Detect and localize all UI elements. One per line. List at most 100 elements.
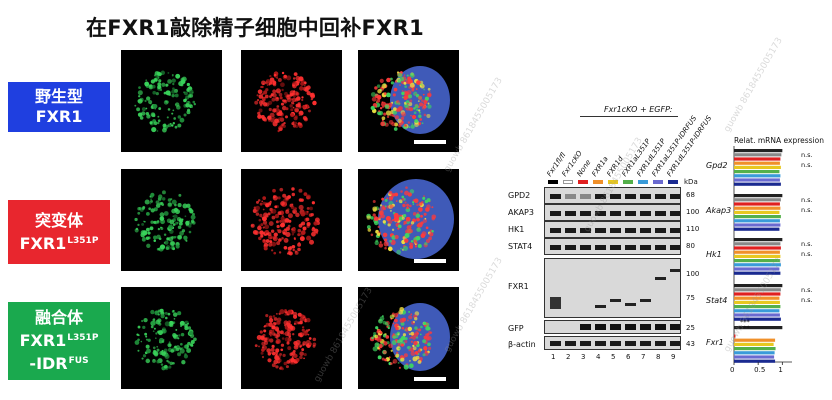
scale-bar bbox=[414, 259, 446, 263]
ns-annotation: n.s. bbox=[801, 206, 813, 214]
micro-panel-merge bbox=[358, 169, 459, 271]
mrna-bar bbox=[734, 313, 780, 317]
blot-strip bbox=[544, 320, 681, 334]
mrna-bar bbox=[734, 182, 781, 186]
mrna-bar bbox=[734, 334, 736, 338]
blot-band bbox=[565, 227, 576, 233]
blot-band bbox=[565, 193, 576, 199]
blot-band bbox=[550, 244, 561, 250]
lane-number: 8 bbox=[656, 353, 661, 361]
kda-marker: 25 bbox=[686, 324, 695, 332]
blot-band bbox=[670, 324, 680, 330]
western-blot-figure: Fxr1cKO + EGFP: Fxr1fl/fl Fxr1cKO None FXR1… bbox=[496, 100, 713, 400]
x-tick-label: 0 bbox=[730, 366, 735, 374]
blot-band bbox=[670, 210, 680, 216]
label-fus-line1: 融合体 bbox=[34, 308, 83, 327]
blot-band bbox=[625, 341, 636, 346]
blot-band bbox=[580, 324, 591, 330]
blot-band bbox=[655, 227, 666, 233]
blot-row-label: STAT4 bbox=[508, 242, 533, 251]
blot-band bbox=[610, 193, 621, 199]
mrna-bar bbox=[734, 267, 780, 271]
mrna-bar bbox=[734, 170, 780, 174]
micro-panel-red bbox=[241, 169, 342, 271]
mrna-bar bbox=[734, 296, 780, 300]
blot-band bbox=[565, 341, 576, 346]
mrna-bar bbox=[734, 342, 774, 346]
ns-annotation: n.s. bbox=[801, 196, 813, 204]
mrna-bar bbox=[734, 165, 781, 169]
chart-title: Relat. mRNA expression bbox=[734, 136, 824, 145]
lane-color-swatch bbox=[548, 180, 558, 184]
mrna-bar bbox=[734, 161, 780, 165]
blot-band bbox=[640, 299, 651, 302]
mrna-bar bbox=[734, 215, 781, 219]
mrna-bar bbox=[734, 284, 783, 288]
blot-row-label: β-actin bbox=[508, 340, 536, 349]
label-fusion: 融合体 FXR1L351P -IDRFUS bbox=[8, 302, 110, 380]
label-mutant: 突变体 FXR1L351P bbox=[8, 200, 110, 264]
label-mut-line2: FXR1 bbox=[19, 233, 67, 253]
mrna-bar bbox=[734, 326, 783, 330]
blot-band bbox=[625, 227, 636, 233]
kda-marker: 43 bbox=[686, 340, 695, 348]
significance-annotation: *** bbox=[740, 318, 750, 326]
mrna-bar bbox=[734, 292, 781, 296]
blot-band bbox=[610, 324, 621, 330]
label-mut-sup: L351P bbox=[67, 235, 99, 246]
mrna-bar bbox=[734, 194, 783, 198]
blot-band bbox=[655, 210, 666, 216]
mrna-bar bbox=[734, 351, 775, 355]
blot-header-group: Fxr1cKO + EGFP: bbox=[604, 105, 673, 114]
blot-band bbox=[655, 193, 666, 199]
kda-marker: 110 bbox=[686, 225, 700, 233]
x-tick-label: 1 bbox=[778, 366, 783, 374]
ns-annotation: n.s. bbox=[801, 250, 813, 258]
blot-strip bbox=[544, 238, 681, 255]
micro-panel-red bbox=[241, 50, 342, 152]
mrna-bar bbox=[734, 227, 780, 231]
blot-band bbox=[625, 303, 636, 306]
blot-band bbox=[580, 244, 591, 250]
lane-color-swatch bbox=[593, 180, 603, 184]
blot-band bbox=[550, 297, 561, 309]
blot-band bbox=[610, 341, 621, 346]
kda-marker: 100 bbox=[686, 208, 700, 216]
blot-band bbox=[655, 324, 666, 330]
micro-panel-merge bbox=[358, 287, 459, 389]
blot-row-label: FXR1 bbox=[508, 282, 529, 291]
blot-band bbox=[640, 341, 651, 346]
gene-label: Fxr1 bbox=[706, 338, 724, 347]
scale-bar bbox=[414, 140, 446, 144]
micro-panel-green bbox=[121, 50, 222, 152]
blot-band bbox=[640, 324, 651, 330]
blot-band bbox=[640, 244, 651, 250]
mrna-bar bbox=[734, 210, 780, 214]
lane-number: 2 bbox=[566, 353, 571, 361]
gene-label: Akap3 bbox=[706, 206, 732, 215]
blot-strip bbox=[544, 258, 681, 318]
mrna-bar bbox=[734, 238, 783, 242]
blot-band bbox=[550, 193, 561, 199]
blot-header-line bbox=[580, 116, 678, 117]
mrna-bar bbox=[734, 254, 781, 258]
significance-annotation: *** bbox=[740, 324, 750, 332]
lane-color-swatch bbox=[563, 180, 573, 184]
lane-number: 1 bbox=[551, 353, 556, 361]
kda-marker: 80 bbox=[686, 242, 695, 250]
lane-color-swatch bbox=[623, 180, 633, 184]
mrna-bar bbox=[734, 153, 782, 157]
gene-label: Gpd2 bbox=[706, 161, 728, 170]
ns-annotation: n.s. bbox=[801, 286, 813, 294]
ns-annotation: n.s. bbox=[801, 161, 813, 169]
blot-band bbox=[640, 227, 651, 233]
micro-panel-green bbox=[121, 287, 222, 389]
mrna-bar bbox=[734, 359, 776, 363]
blot-band bbox=[595, 324, 606, 330]
blot-band bbox=[580, 193, 591, 199]
mrna-bar bbox=[734, 149, 783, 153]
blot-band bbox=[655, 244, 666, 250]
lane-number: 4 bbox=[596, 353, 601, 361]
mrna-bar bbox=[734, 250, 780, 254]
label-wild-type: 野生型 FXR1 bbox=[8, 82, 110, 132]
